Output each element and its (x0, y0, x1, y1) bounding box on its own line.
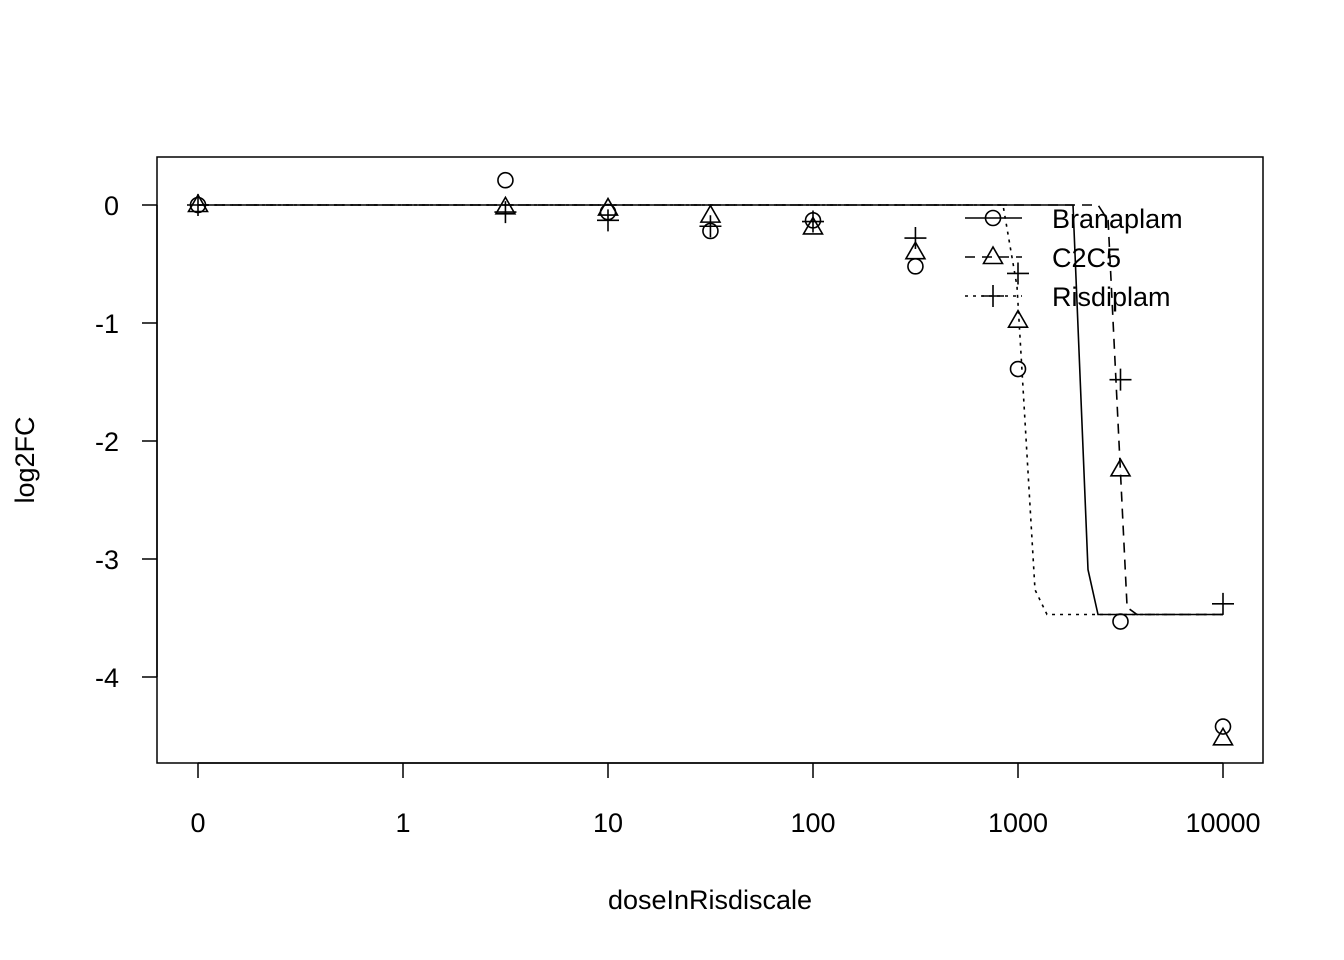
data-point-risdiplam (699, 215, 722, 238)
data-point-risdiplam (1212, 592, 1234, 615)
y-tick-label: -1 (95, 309, 119, 339)
data-point-c2c5 (904, 240, 927, 260)
data-point-c2c5 (1109, 457, 1132, 477)
x-tick-label: 10000 (1185, 808, 1260, 838)
data-point-c2c5 (1212, 726, 1234, 746)
data-point-branaplam (1214, 718, 1232, 735)
data-point-risdiplam (494, 201, 517, 224)
data-point-branaplam (1009, 360, 1027, 378)
x-tick-label: 1 (395, 808, 410, 838)
legend-label-risdiplam: Risdiplam (1052, 282, 1171, 312)
curve-risdiplam (198, 204, 1223, 616)
x-tick-label: 100 (790, 808, 835, 838)
x-tick-label: 0 (190, 808, 205, 838)
y-tick-label: -3 (95, 545, 119, 575)
curve-c2c5 (198, 204, 1223, 616)
data-point-risdiplam (802, 210, 824, 233)
x-axis-label: doseInRisdiscale (608, 885, 812, 915)
data-point-risdiplam (1109, 368, 1132, 391)
data-point-c2c5 (1007, 309, 1029, 328)
x-tick-label: 1000 (988, 808, 1048, 838)
data-point-risdiplam (904, 227, 927, 250)
legend-marker-branaplam (984, 209, 1002, 227)
y-axis-label: log2FC (10, 416, 40, 503)
data-point-branaplam (907, 258, 924, 275)
data-point-risdiplam (597, 209, 619, 232)
legend-label-c2c5: C2C5 (1052, 243, 1121, 273)
legend-marker-c2c5 (982, 245, 1004, 265)
data-point-risdiplam (1007, 262, 1029, 285)
data-point-c2c5 (802, 215, 824, 235)
data-point-risdiplam (187, 194, 209, 216)
data-point-branaplam (497, 171, 514, 189)
data-point-branaplam (1112, 613, 1129, 630)
y-tick-label: -4 (95, 663, 119, 693)
x-tick-label: 10 (593, 808, 623, 838)
y-tick-label: 0 (104, 191, 119, 221)
legend-label-branaplam: Branaplam (1052, 204, 1183, 234)
legend-marker-risdiplam (982, 285, 1004, 307)
y-tick-label: -2 (95, 427, 119, 457)
